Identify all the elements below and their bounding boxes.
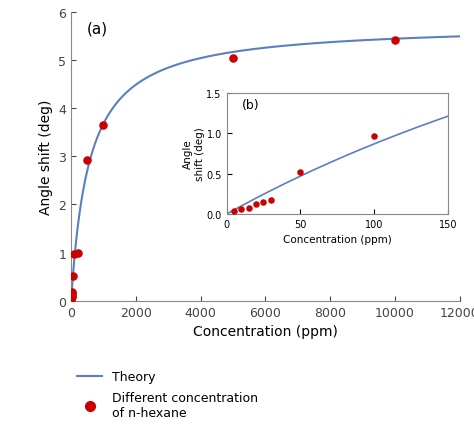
Point [229, 55, 237, 62]
Point [69, 273, 76, 280]
Legend: Theory, Different concentration
of n-hexane: Theory, Different concentration of n-hex… [77, 371, 258, 419]
Point [68, 295, 75, 301]
X-axis label: Concentration (ppm): Concentration (ppm) [193, 324, 338, 338]
Y-axis label: Angle shift (deg): Angle shift (deg) [39, 99, 53, 215]
Point [391, 37, 399, 44]
Point [74, 249, 82, 256]
Point [68, 294, 75, 301]
Point [68, 290, 76, 297]
Point [67, 296, 75, 303]
Point [68, 289, 76, 296]
Point [68, 292, 75, 299]
Point [100, 122, 107, 129]
Point [71, 251, 78, 258]
Text: (a): (a) [87, 22, 108, 37]
Point [83, 157, 91, 164]
